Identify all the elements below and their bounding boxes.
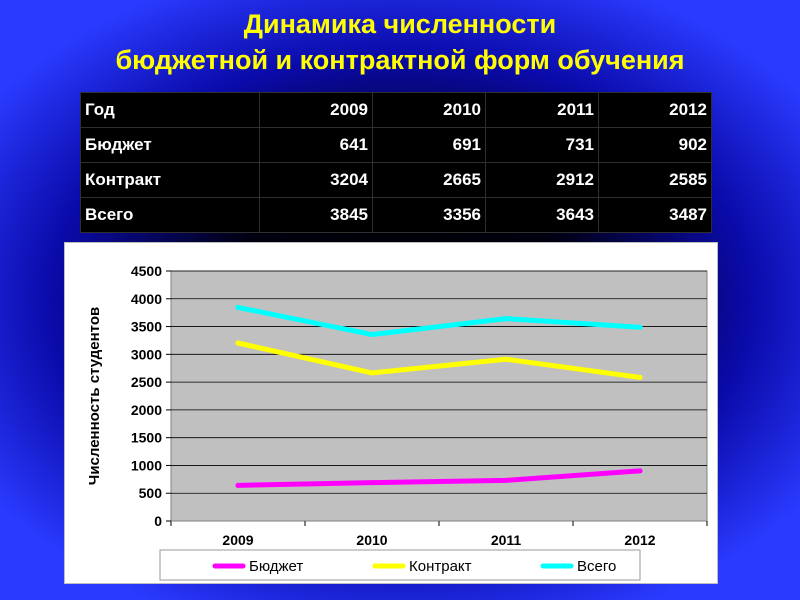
data-point <box>503 316 509 322</box>
y-tick-label: 3000 <box>131 346 162 362</box>
table-cell: 2912 <box>485 162 599 198</box>
legend-label: Всего <box>577 558 616 575</box>
table-row-label: Контракт <box>80 162 260 198</box>
data-point <box>235 304 241 310</box>
x-tick-label: 2009 <box>222 532 253 548</box>
table-cell: 731 <box>485 127 599 163</box>
table-cell: 2665 <box>372 162 486 198</box>
title-line-1: Динамика численности <box>243 9 557 39</box>
table-header-cell: Год <box>80 92 260 128</box>
x-tick-label: 2012 <box>624 532 655 548</box>
table-row-label: Бюджет <box>80 127 260 163</box>
y-tick-label: 0 <box>154 513 162 529</box>
y-tick-label: 3500 <box>131 319 162 335</box>
series-line-2 <box>235 340 643 380</box>
series-line-3 <box>235 304 643 338</box>
chart-container: 0 500 1000 1500 2000 2500 3000 3500 4000 4500 200… <box>64 242 718 584</box>
table-cell: 3487 <box>598 197 712 233</box>
y-tick-label: 4500 <box>131 263 162 279</box>
page-title: Динамика численности бюджетной и контрак… <box>0 6 800 78</box>
x-tick-label: 2010 <box>356 532 387 548</box>
series-line-1 <box>235 468 643 488</box>
data-point <box>235 340 241 346</box>
title-line-2: бюджетной и контрактной форм обучения <box>115 45 685 75</box>
table-header-row: Год 2009 2010 2011 2012 <box>80 92 712 128</box>
y-tick-label: 4000 <box>131 291 162 307</box>
x-tick-label: 2011 <box>491 532 522 548</box>
table-cell: 3356 <box>372 197 486 233</box>
table-header-cell: 2009 <box>259 92 373 128</box>
data-point <box>637 374 643 380</box>
table-cell: 691 <box>372 127 486 163</box>
table-cell: 2585 <box>598 162 712 198</box>
data-point <box>369 370 375 376</box>
legend: Бюджет Контракт Всего <box>212 558 616 575</box>
data-point <box>503 356 509 362</box>
table-header-cell: 2011 <box>485 92 599 128</box>
y-tick-label: 1500 <box>131 430 162 446</box>
table-cell: 3643 <box>485 197 599 233</box>
data-point <box>637 324 643 330</box>
table-row: Всего 3845 3356 3643 3487 <box>80 197 712 233</box>
table-row-label: Всего <box>80 197 260 233</box>
table-cell: 3845 <box>259 197 373 233</box>
table-cell: 641 <box>259 127 373 163</box>
table-cell: 902 <box>598 127 712 163</box>
table-row: Бюджет 641 691 731 902 <box>80 127 712 163</box>
y-tick-label: 2500 <box>131 374 162 390</box>
table-cell: 3204 <box>259 162 373 198</box>
legend-label: Контракт <box>409 558 472 575</box>
y-tick-label: 1000 <box>131 457 162 473</box>
data-point <box>637 468 643 474</box>
data-point <box>369 480 375 486</box>
data-table: Год 2009 2010 2011 2012 Бюджет 641 691 7… <box>80 92 712 233</box>
table-header-cell: 2010 <box>372 92 486 128</box>
y-tick-label: 500 <box>139 485 163 501</box>
y-axis-label: Численность студентов <box>86 307 103 485</box>
table-row: Контракт 3204 2665 2912 2585 <box>80 162 712 198</box>
legend-label: Бюджет <box>249 558 303 575</box>
y-tick-label: 2000 <box>131 402 162 418</box>
line-chart: 0 500 1000 1500 2000 2500 3000 3500 4000 4500 200… <box>86 263 708 581</box>
data-point <box>235 482 241 488</box>
data-point <box>369 332 375 338</box>
data-point <box>503 477 509 483</box>
table-header-cell: 2012 <box>598 92 712 128</box>
